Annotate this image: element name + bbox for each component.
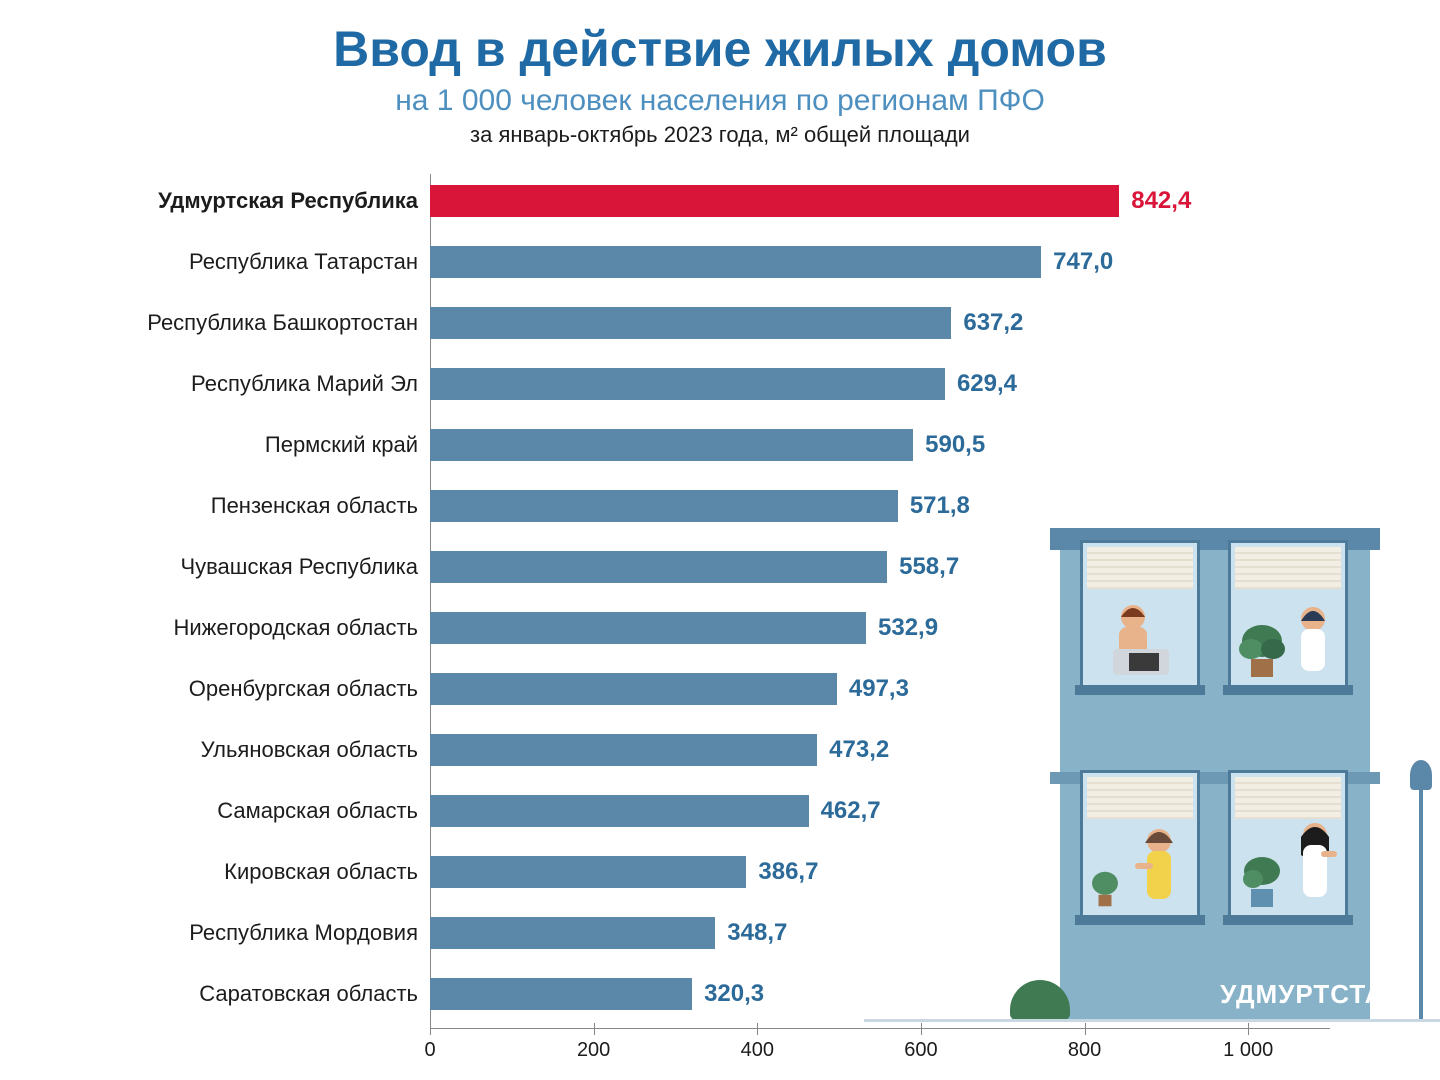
person-icon: [1287, 811, 1347, 911]
bar: [430, 612, 866, 644]
bar: [430, 368, 945, 400]
bar: [430, 917, 715, 949]
bar: [430, 551, 887, 583]
bar-value: 348,7: [727, 919, 787, 947]
bar-row: Республика Татарстан 747,0: [140, 235, 1320, 288]
bar-label: Чувашская Республика: [140, 554, 430, 580]
bar-value: 571,8: [910, 492, 970, 520]
bar: [430, 795, 809, 827]
axis-tick-label: 200: [577, 1039, 610, 1062]
bar-label: Пермский край: [140, 432, 430, 458]
bar-label: Республика Мордовия: [140, 920, 430, 946]
axis-tick-label: 0: [424, 1039, 435, 1062]
bar-value: 637,2: [963, 309, 1023, 337]
bar-value: 320,3: [704, 980, 764, 1008]
bar-label: Кировская область: [140, 859, 430, 885]
person-icon: [1283, 591, 1343, 681]
bar-value: 386,7: [758, 858, 818, 886]
person-icon: [1127, 815, 1197, 911]
plant-icon: [1087, 867, 1123, 911]
axis-tick: [757, 1023, 758, 1035]
bar-label: Оренбургская область: [140, 676, 430, 702]
person-icon: [1095, 591, 1185, 681]
bar-value: 497,3: [849, 675, 909, 703]
bar-row: Пермский край 590,5: [140, 418, 1320, 471]
axis-tick-label: 600: [904, 1039, 937, 1062]
bar: [430, 185, 1119, 217]
bar-row: Удмуртская Республика 842,4: [140, 174, 1320, 227]
x-axis: 02004006008001 000: [430, 1028, 1330, 1068]
bar-row: Республика Марий Эл 629,4: [140, 357, 1320, 410]
axis-tick: [921, 1023, 922, 1035]
bar-label: Республика Башкортостан: [140, 310, 430, 336]
chart-title: Ввод в действие жилых домов: [60, 20, 1380, 78]
axis-tick: [430, 1023, 431, 1035]
bar: [430, 246, 1041, 278]
plant-icon: [1237, 621, 1287, 681]
bar-label: Нижегородская область: [140, 615, 430, 641]
streetlamp-icon: [1410, 760, 1432, 1020]
bar-label: Удмуртская Республика: [140, 188, 430, 214]
bar-row: Республика Башкортостан 637,2: [140, 296, 1320, 349]
bar-value: 842,4: [1131, 187, 1191, 215]
building-illustration: [1040, 490, 1400, 1020]
axis-tick: [1248, 1023, 1249, 1035]
bar: [430, 978, 692, 1010]
bar-label: Самарская область: [140, 798, 430, 824]
axis-tick: [594, 1023, 595, 1035]
bar-value: 558,7: [899, 553, 959, 581]
bar: [430, 673, 837, 705]
axis-tick-label: 400: [741, 1039, 774, 1062]
bar-value: 473,2: [829, 736, 889, 764]
plant-icon: [1237, 851, 1287, 911]
axis-tick-label: 800: [1068, 1039, 1101, 1062]
source-label: УДМУРТСТАТ: [1220, 979, 1400, 1010]
bar-label: Ульяновская область: [140, 737, 430, 763]
bar-label: Республика Татарстан: [140, 249, 430, 275]
bar: [430, 429, 913, 461]
bar-value: 629,4: [957, 370, 1017, 398]
bar-value: 532,9: [878, 614, 938, 642]
bar: [430, 856, 746, 888]
chart-subtitle-1: на 1 000 человек населения по регионам П…: [60, 84, 1380, 118]
chart-subtitle-2: за январь-октябрь 2023 года, м² общей пл…: [60, 122, 1380, 148]
bar: [430, 734, 817, 766]
bar-value: 747,0: [1053, 248, 1113, 276]
bar-value: 590,5: [925, 431, 985, 459]
bar-value: 462,7: [821, 797, 881, 825]
bar-label: Пензенская область: [140, 493, 430, 519]
y-axis-line: [430, 174, 431, 1028]
bar-label: Саратовская область: [140, 981, 430, 1007]
bar: [430, 490, 898, 522]
bar: [430, 307, 951, 339]
axis-tick: [1085, 1023, 1086, 1035]
bar-label: Республика Марий Эл: [140, 371, 430, 397]
axis-tick-label: 1 000: [1223, 1039, 1273, 1062]
